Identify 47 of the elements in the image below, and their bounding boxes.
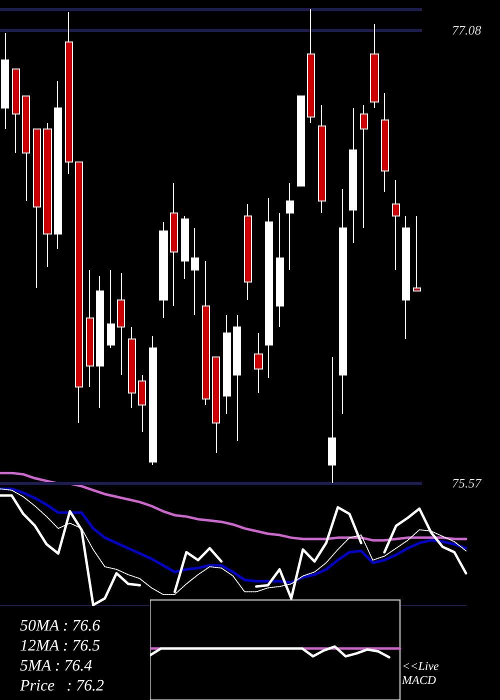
candlestick [392, 180, 400, 270]
text: 50MA : 76.6 [20, 618, 100, 634]
candlestick [170, 182, 178, 306]
y-tick-label: 75.57 [452, 476, 482, 490]
candlestick [339, 188, 347, 414]
candlestick [138, 374, 146, 432]
y-tick-label: 77.08 [452, 22, 482, 38]
candlestick [402, 216, 410, 340]
candlestick [96, 276, 104, 408]
candlestick [381, 92, 389, 192]
candlestick [54, 80, 62, 250]
text: 12MA : 76.5 [20, 638, 100, 654]
candlestick [86, 270, 94, 388]
candlestick [233, 314, 241, 442]
candlestick [128, 326, 136, 408]
candlestick [65, 12, 73, 174]
candlestick [149, 336, 157, 466]
candlestick [223, 314, 231, 414]
candlestick [191, 228, 199, 316]
text: <<Live MACD [401, 659, 440, 687]
candlestick [413, 216, 421, 292]
candlestick [75, 162, 83, 424]
candlestick [297, 96, 305, 186]
candlestick [43, 122, 52, 268]
candlestick [286, 182, 294, 270]
candlestick [33, 128, 41, 288]
candlestick [349, 108, 357, 244]
candlestick [265, 198, 273, 378]
candlestick [328, 356, 336, 484]
text: 5MA : 76.4 [20, 658, 92, 674]
candlestick [12, 68, 20, 154]
candlestick [318, 104, 326, 214]
candlestick [276, 212, 284, 328]
candlestick [370, 24, 379, 108]
candlestick [159, 222, 168, 318]
text: Price : 76.2 [19, 678, 104, 694]
candlestick [181, 216, 189, 280]
candlestick [244, 204, 252, 300]
candlestick [212, 356, 220, 454]
candlestick [107, 270, 115, 348]
candlestick [22, 96, 30, 202]
candlestick [360, 104, 368, 228]
candlestick [202, 260, 210, 406]
candlestick [254, 332, 263, 394]
candlestick [117, 272, 125, 376]
candlestick [307, 8, 315, 124]
candlestick [1, 32, 9, 130]
